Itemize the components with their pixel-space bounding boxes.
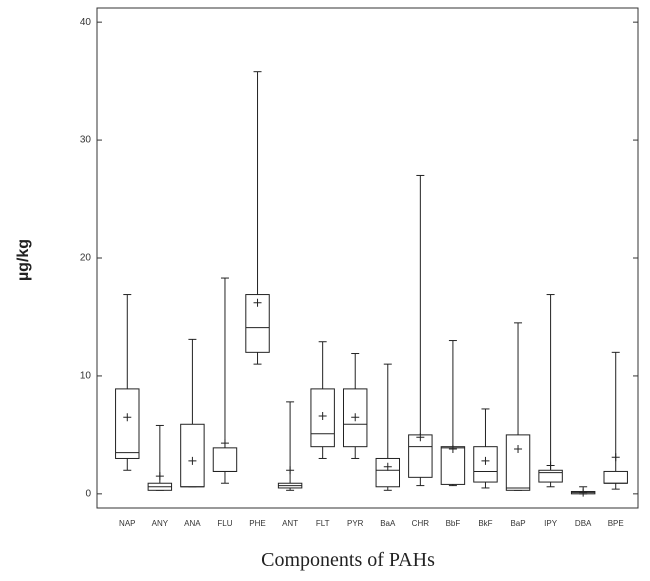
x-tick-label: CHR xyxy=(412,519,430,528)
x-tick-label: BaA xyxy=(380,519,396,528)
x-tick-label: IPY xyxy=(544,519,558,528)
mean-marker xyxy=(611,453,620,462)
y-tick-label: 0 xyxy=(85,488,91,499)
mean-marker xyxy=(481,456,490,465)
x-tick-label: BkF xyxy=(478,519,492,528)
plot-frame xyxy=(96,7,639,509)
x-tick-label: BaP xyxy=(510,519,525,528)
y-axis-label: µg/kg xyxy=(15,239,32,281)
mean-marker xyxy=(579,488,588,497)
mean-marker xyxy=(318,412,327,421)
mean-marker xyxy=(514,445,523,454)
x-tick-label: DBA xyxy=(575,519,592,528)
x-axis-label: Components of PAHs xyxy=(261,549,435,571)
mean-marker xyxy=(351,413,360,422)
x-tick-label: ANT xyxy=(282,519,298,528)
x-tick-label: BbF xyxy=(446,519,461,528)
x-tick-label: PYR xyxy=(347,519,364,528)
mean-marker xyxy=(155,472,164,481)
box xyxy=(180,423,205,488)
y-tick-label: 10 xyxy=(80,371,92,382)
box xyxy=(375,457,401,488)
mean-marker xyxy=(188,456,197,465)
box xyxy=(115,388,140,459)
mean-marker xyxy=(416,433,425,442)
mean-marker xyxy=(253,298,262,307)
x-tick-label: ANY xyxy=(152,519,169,528)
box xyxy=(245,294,270,353)
x-tick-label: BPE xyxy=(608,519,624,528)
mean-marker xyxy=(220,439,229,448)
x-tick-label: ANA xyxy=(184,519,201,528)
mean-marker xyxy=(286,466,295,475)
box xyxy=(603,470,628,484)
x-tick-label: PHE xyxy=(249,519,265,528)
mean-marker xyxy=(383,462,392,471)
y-tick-label: 40 xyxy=(80,17,92,28)
mean-marker xyxy=(546,461,555,470)
x-tick-label: FLT xyxy=(316,519,330,528)
x-tick-label: NAP xyxy=(119,519,135,528)
box xyxy=(505,434,531,491)
box xyxy=(538,469,563,483)
mean-marker xyxy=(448,445,457,454)
y-tick-label: 20 xyxy=(80,253,92,264)
x-tick-label: FLU xyxy=(217,519,232,528)
box xyxy=(212,447,238,472)
y-tick-label: 30 xyxy=(80,135,92,146)
box xyxy=(408,434,433,478)
mean-marker xyxy=(123,413,132,422)
